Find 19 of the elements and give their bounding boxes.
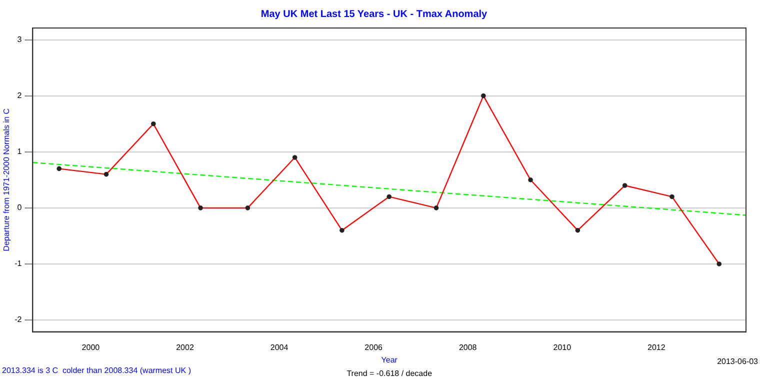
text: Trend = -0.618 / decade [346,369,433,378]
text: 2013-06-03 [717,357,759,366]
y-tick-label: 0 [17,203,22,212]
x-tick-label: 2006 [364,342,384,352]
x-tick-label: 2004 [270,342,289,352]
y-tick-label: -1 [14,259,22,268]
chart-title: May UK Met Last 15 Years - UK - Tmax Anomaly [260,8,488,20]
x-tick-label: 2010 [553,342,572,352]
x-axis-title: Year [381,355,398,364]
y-tick-label: 2 [17,91,22,100]
text: 2013.334 is 3 C colder than 2008.334 (warmest UK ) [2,366,192,375]
y-tick-label: 1 [17,147,22,156]
x-tick-label: 2008 [458,342,478,352]
y-tick-label: 3 [17,34,22,44]
y-axis-title: Departure from 1971-2000 Normals in C [2,108,12,252]
x-tick-label: 2002 [176,342,194,352]
y-tick-label: -2 [14,315,22,324]
x-tick-label: 2012 [648,342,666,352]
x-tick-label: 2000 [82,342,100,352]
